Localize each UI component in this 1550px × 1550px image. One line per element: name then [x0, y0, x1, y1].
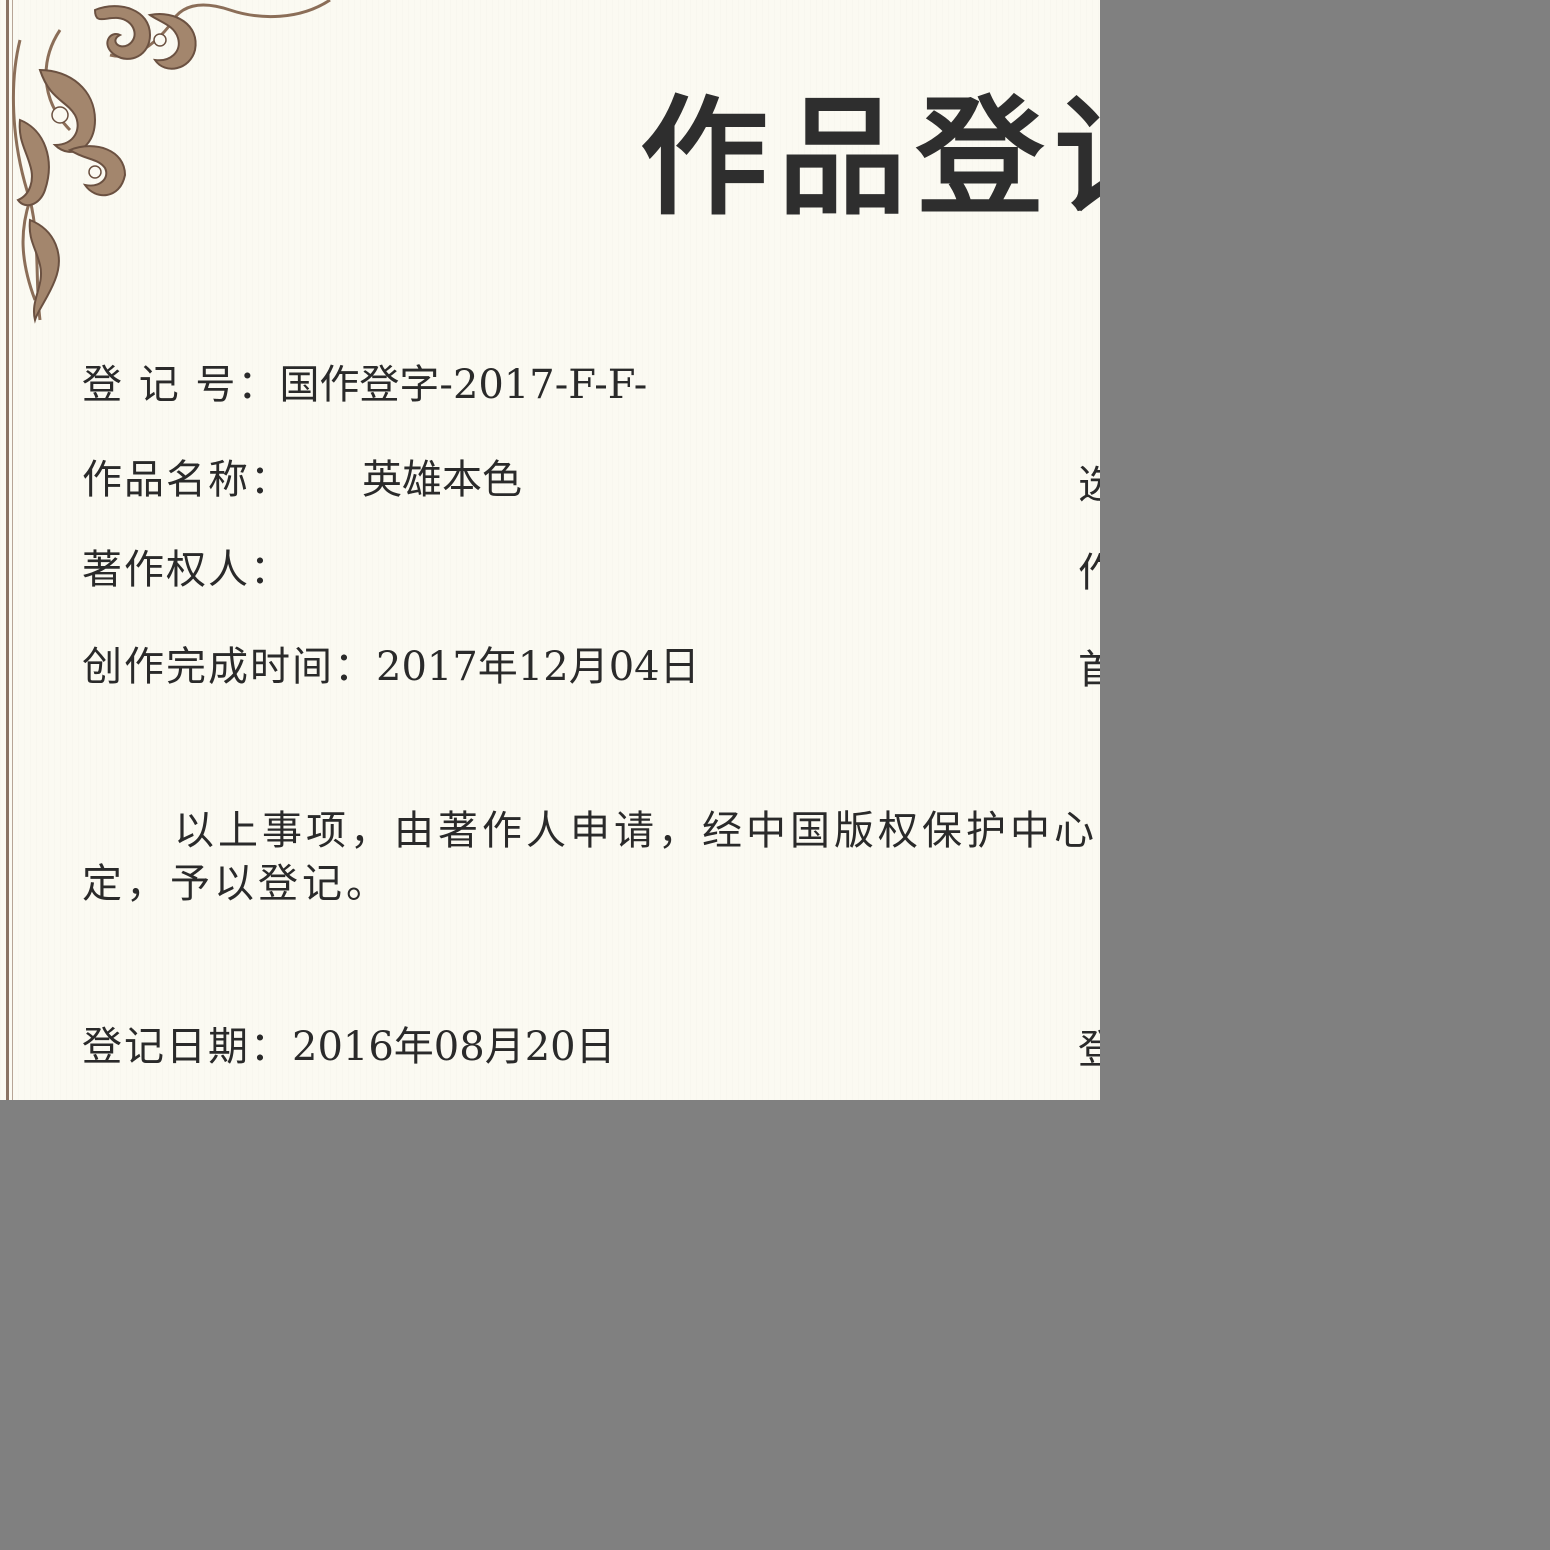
registration-no-row: 登 记 号：国作登字-2017-F-F-	[82, 365, 647, 405]
frame-border	[6, 0, 9, 1100]
copyright-holder-label: 著作权人：	[82, 547, 292, 593]
registration-date-label: 登记日期：	[82, 1024, 292, 1070]
completion-date-value: 2017年12月04日	[376, 644, 700, 690]
right-column-glyph: 作	[1078, 550, 1100, 596]
registration-date-value: 2016年08月20日	[292, 1024, 616, 1070]
frame-border-inner	[12, 0, 13, 1100]
copyright-holder-row: 著作权人：	[82, 550, 292, 590]
registration-no-label: 登 记 号：	[82, 362, 280, 408]
work-name-label: 作品名称：	[82, 457, 292, 503]
completion-date-label: 创作完成时间：	[82, 644, 376, 690]
statement-line-2: 定，予以登记。	[82, 860, 390, 907]
right-column-glyph: 选	[1078, 462, 1100, 508]
statement-paragraph: 以上事项，由著作人申请，经中国版权保护中心 定，予以登记。	[82, 805, 1100, 911]
right-column-glyph: 登	[1078, 1027, 1100, 1073]
certificate-title: 作品登记	[640, 84, 1100, 233]
registration-date-row: 登记日期：2016年08月20日	[82, 1027, 616, 1067]
certificate-sheet: 作品登记 登 记 号：国作登字-2017-F-F- 作品名称： 英雄本色 著作权人…	[0, 0, 1100, 1100]
work-name-row: 作品名称： 英雄本色	[82, 460, 522, 500]
right-column-glyph: 首	[1078, 647, 1100, 693]
registration-no-value: 国作登字-2017-F-F-	[279, 362, 648, 408]
statement-line-1: 以上事项，由著作人申请，经中国版权保护中心	[174, 808, 1098, 854]
corner-ornament-icon	[11, 0, 331, 324]
completion-date-row: 创作完成时间：2017年12月04日	[82, 647, 700, 687]
work-name-value: 英雄本色	[362, 457, 522, 503]
